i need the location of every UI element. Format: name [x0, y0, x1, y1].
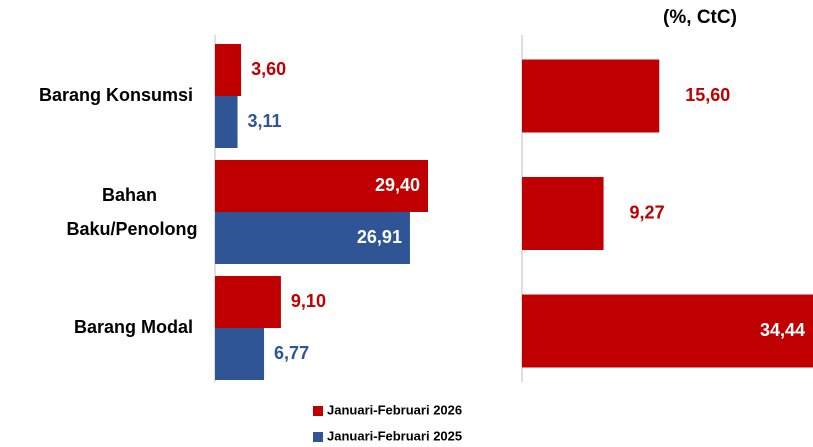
bar [215, 160, 428, 212]
legend-swatch [313, 406, 323, 416]
bar [215, 212, 410, 264]
data-label: 9,10 [291, 291, 326, 311]
data-label: 6,77 [274, 343, 309, 363]
bar [215, 276, 281, 328]
legend-label: Januari-Februari 2025 [327, 428, 462, 443]
right-panel-title: (%, CtC) [663, 7, 737, 28]
data-label: 26,91 [357, 227, 402, 247]
bar [522, 177, 604, 250]
category-label: Barang Konsumsi [39, 85, 193, 105]
bar [215, 44, 242, 96]
data-label: 29,40 [375, 175, 420, 195]
bar [215, 96, 238, 148]
bar [522, 59, 660, 133]
bar [215, 328, 265, 380]
legend-swatch [313, 432, 323, 442]
data-label: 9,27 [630, 202, 665, 222]
data-label: 34,44 [760, 320, 805, 340]
data-label: 3,60 [251, 59, 286, 79]
category-label: Barang Modal [74, 317, 193, 337]
data-label: 3,11 [248, 111, 282, 131]
legend-label: Januari-Februari 2026 [327, 402, 462, 417]
data-label: 15,60 [685, 85, 730, 105]
bar [522, 294, 813, 368]
category-label: Bahan Baku/Penolong [66, 185, 197, 239]
